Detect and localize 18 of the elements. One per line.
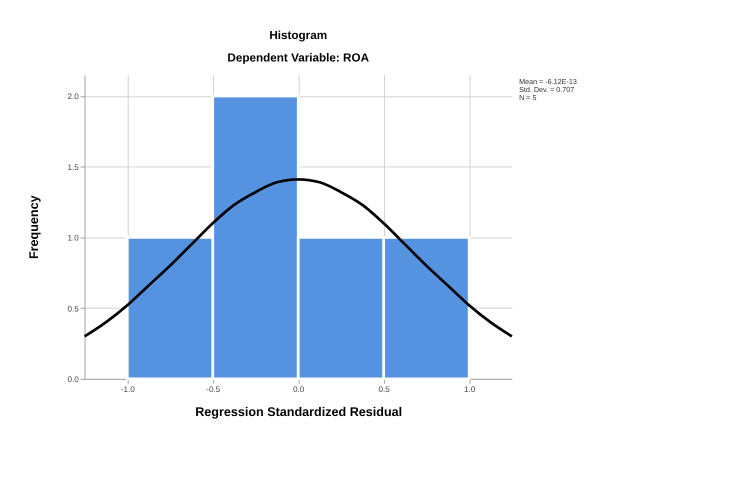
chart-title: Histogram xyxy=(269,28,328,42)
x-axis-title: Regression Standardized Residual xyxy=(195,405,402,420)
y-tick-label: 0.5 xyxy=(67,304,80,314)
x-tick-label: -1.0 xyxy=(120,384,136,394)
x-tick-label: 1.0 xyxy=(464,384,476,394)
y-axis-title: Frequency xyxy=(26,195,41,260)
text: Std. Dev. = 0.707 xyxy=(519,84,574,94)
y-tick-label: 0.0 xyxy=(67,374,80,384)
x-tick-label: 0.0 xyxy=(293,384,305,394)
text: N = 5 xyxy=(519,92,536,102)
y-tick-label: 1.0 xyxy=(67,234,80,243)
x-tick-label: 0.5 xyxy=(378,384,390,394)
line-series xyxy=(83,178,514,338)
y-tick-label: 2.0 xyxy=(67,92,80,102)
chart-subtitle: Dependent Variable: ROA xyxy=(227,51,370,64)
x-tick-label: -0.5 xyxy=(206,384,221,394)
y-tick-label: 1.5 xyxy=(67,162,80,172)
text: Mean = -6.12E-13 xyxy=(519,76,577,86)
